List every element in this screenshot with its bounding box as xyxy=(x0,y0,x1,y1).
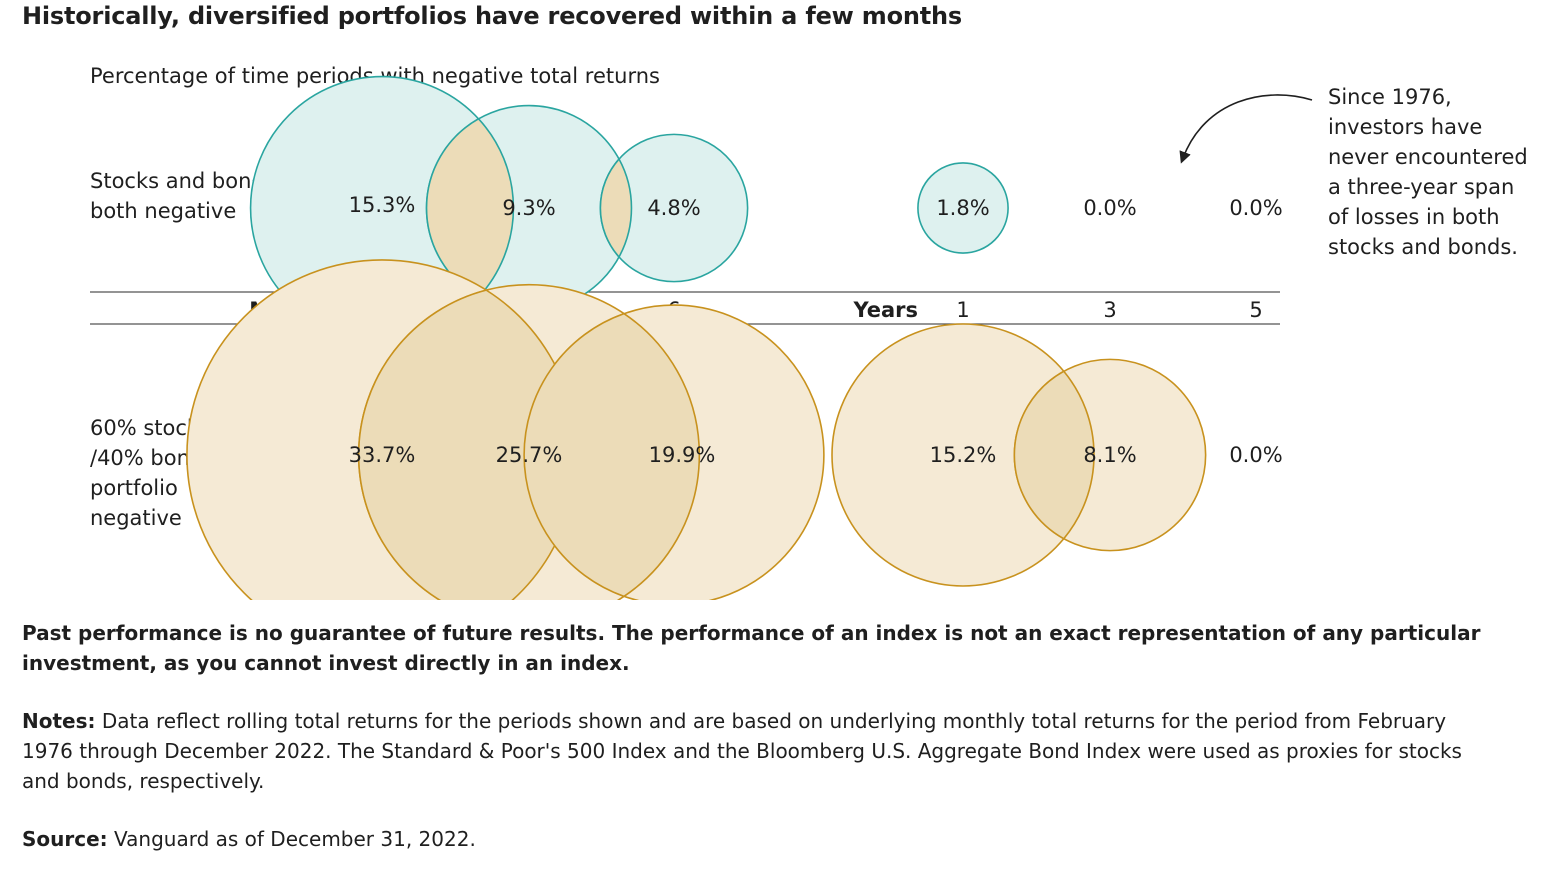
bubble-overlap-edge xyxy=(477,118,515,298)
row-label-line: negative xyxy=(90,506,182,530)
row-label-line: both negative xyxy=(90,199,237,223)
source: Source: Vanguard as of December 31, 2022… xyxy=(22,824,476,854)
data-label-portfolio-60-40: 25.7% xyxy=(496,443,563,467)
bubble-overlap xyxy=(1014,371,1094,539)
notes: Notes: Data reflect rolling total return… xyxy=(22,706,1502,796)
callout-line: a three-year span xyxy=(1328,175,1515,199)
source-label: Source: xyxy=(22,827,108,851)
data-label-stocks-bonds: 0.0% xyxy=(1083,196,1136,220)
axis-tick-label: 3 xyxy=(1103,298,1116,322)
row-label-stocks-bonds: Stocks and bonds both negative xyxy=(90,166,276,226)
bubble-stocks-bonds xyxy=(917,162,1009,254)
bubble-overlap xyxy=(358,290,578,600)
bubble-overlap-edge xyxy=(357,289,487,600)
data-label-stocks-bonds: 15.3% xyxy=(349,193,416,217)
bubble-overlap xyxy=(426,118,514,298)
disclaimer: Past performance is no guarantee of futu… xyxy=(22,621,1481,675)
notes-label: Notes: xyxy=(22,709,96,733)
data-label-portfolio-60-40: 33.7% xyxy=(349,443,416,467)
data-label-stocks-bonds: 0.0% xyxy=(1229,196,1282,220)
bubble-overlap-edge xyxy=(1013,370,1065,540)
bubble-overlap xyxy=(524,313,700,597)
callout-line: of losses in both xyxy=(1328,205,1500,229)
row-label-60-40: 60% stock /40% bond portfolio negative xyxy=(90,413,203,533)
bubble-overlap-edge xyxy=(623,313,701,597)
axis-tick-label: 5 xyxy=(1249,298,1262,322)
chart-title: Historically, diversified portfolios hav… xyxy=(22,2,962,30)
row-label-line: Stocks and bonds xyxy=(90,169,276,193)
bubble-overlap-edge xyxy=(618,158,633,258)
data-label-stocks-bonds: 9.3% xyxy=(502,196,555,220)
data-label-stocks-bonds: 1.8% xyxy=(936,196,989,220)
bubble-chart: Months136Years135 15.3%9.3%4.8%1.8%0.0%0… xyxy=(90,75,1313,600)
callout-line: investors have xyxy=(1328,115,1483,139)
row-label-line: /40% bond xyxy=(90,446,204,470)
source-text: Vanguard as of December 31, 2022. xyxy=(107,827,476,851)
axis-group-label-years: Years xyxy=(852,298,918,322)
bubble-overlap xyxy=(600,159,632,257)
callout-line: never encountered xyxy=(1328,145,1528,169)
bubble-overlap-edge xyxy=(1063,370,1095,540)
data-label-portfolio-60-40: 8.1% xyxy=(1083,443,1136,467)
callout-line: Since 1976, xyxy=(1328,85,1452,109)
row-label-line: portfolio xyxy=(90,476,178,500)
row-label-line: 60% stock xyxy=(90,416,200,440)
data-label-portfolio-60-40: 19.9% xyxy=(649,443,716,467)
bubble-overlap-edge xyxy=(523,312,625,598)
data-label-stocks-bonds: 4.8% xyxy=(647,196,700,220)
bubble-overlap-edge xyxy=(599,158,620,258)
callout-arrow xyxy=(1179,94,1313,164)
data-label-portfolio-60-40: 0.0% xyxy=(1229,443,1282,467)
callout-annotation: Since 1976, investors have never encount… xyxy=(1328,82,1553,262)
data-label-portfolio-60-40: 15.2% xyxy=(930,443,997,467)
axis-tick-label: 1 xyxy=(956,298,969,322)
callout-line: stocks and bonds. xyxy=(1328,235,1518,259)
notes-text: Data reflect rolling total returns for t… xyxy=(22,709,1462,793)
